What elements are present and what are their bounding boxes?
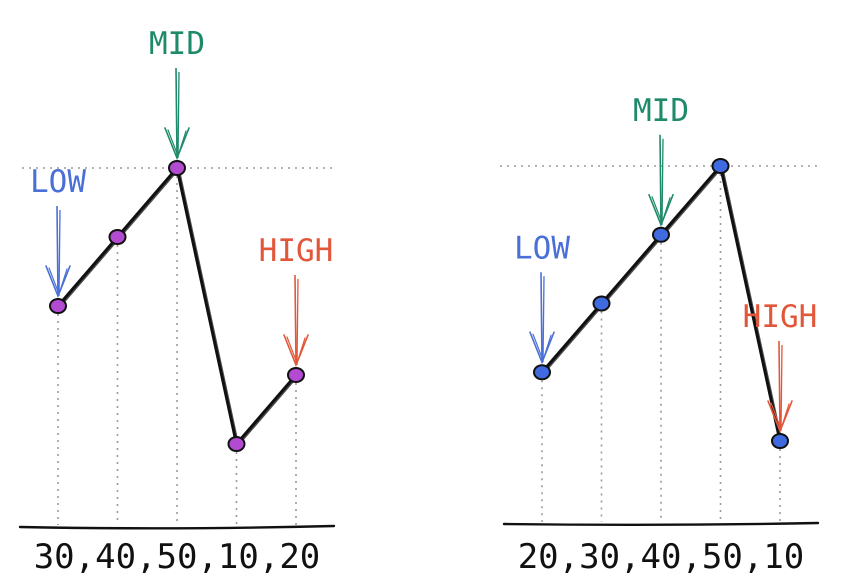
left-marker-low-arrow-head	[45, 265, 71, 299]
left-marker-low-label: LOW	[30, 164, 86, 200]
right-point-0	[533, 364, 551, 381]
right-diagram: LOW MID HIGH 20,30,40,50,10	[500, 93, 820, 577]
right-marker-high-arrow-shaft-sketch	[780, 344, 783, 432]
left-marker-mid-label: MID	[149, 26, 205, 62]
left-sequence-label: 30,40,50,10,20	[34, 537, 321, 577]
right-marker-low-arrow-head	[529, 331, 555, 365]
left-marker-high-arrow-head	[283, 334, 309, 368]
left-point-2	[168, 160, 186, 176]
left-marker-low-arrow-shaft	[56, 205, 59, 297]
left-marker-mid-arrow-shaft-sketch	[177, 71, 180, 159]
left-marker-mid-arrow-head-sketch	[167, 129, 187, 158]
left-marker-low-arrow-head-sketch	[48, 267, 68, 296]
right-points	[533, 158, 789, 449]
right-marker-low-label: LOW	[514, 230, 570, 266]
right-marker-mid: MID	[633, 93, 689, 227]
right-marker-mid-label: MID	[633, 93, 689, 129]
left-marker-high: HIGH	[259, 233, 334, 368]
right-marker-mid-arrow-head	[648, 193, 674, 227]
right-point-3	[711, 158, 730, 174]
left-point-0	[49, 298, 67, 314]
left-marker-low: LOW	[30, 164, 86, 299]
right-marker-high-arrow-shaft	[778, 340, 781, 432]
right-sequence-label: 20,30,40,50,10	[518, 537, 805, 577]
right-point-4	[771, 433, 789, 449]
right-vertical-guides	[541, 174, 781, 522]
right-marker-low-arrow-shaft-sketch	[542, 276, 545, 363]
right-marker-high-arrow-head-sketch	[770, 402, 790, 431]
right-marker-high-label: HIGH	[743, 299, 818, 335]
left-point-3	[227, 436, 246, 452]
right-marker-high-arrow-head	[767, 400, 793, 434]
left-marker-low-arrow-shaft-sketch	[58, 209, 61, 297]
right-marker-low-arrow-head-sketch	[532, 333, 552, 363]
right-point-1	[592, 295, 611, 312]
left-marker-high-arrow-shaft-sketch	[296, 278, 299, 366]
left-baseline	[18, 524, 336, 530]
left-marker-high-arrow-shaft	[294, 274, 297, 366]
right-marker-low: LOW	[514, 230, 570, 365]
left-vertical-guides	[57, 176, 297, 525]
left-point-4	[287, 367, 305, 383]
right-markers: LOW MID HIGH	[514, 93, 818, 434]
right-marker-low-arrow-shaft	[540, 272, 543, 363]
left-series	[56, 166, 299, 447]
left-marker-mid-arrow-shaft	[175, 67, 178, 159]
left-point-1	[108, 229, 127, 245]
left-marker-high-arrow-head-sketch	[286, 336, 306, 365]
right-baseline	[502, 521, 820, 526]
right-point-2	[652, 226, 670, 243]
right-marker-mid-arrow-shaft-sketch	[661, 138, 664, 225]
left-points	[49, 160, 305, 452]
left-marker-high-label: HIGH	[259, 233, 334, 269]
right-marker-high: HIGH	[743, 299, 818, 434]
left-marker-mid: MID	[149, 26, 205, 161]
right-marker-mid-arrow-head-sketch	[651, 196, 671, 225]
left-diagram: LOW MID HIGH 30,40,50,10,20	[18, 26, 336, 577]
left-series-line-sketch	[57, 167, 299, 447]
left-series-line	[56, 166, 298, 446]
right-marker-mid-arrow-shaft	[659, 134, 662, 225]
left-marker-mid-arrow-head	[164, 127, 190, 161]
left-markers: LOW MID HIGH	[30, 26, 334, 368]
